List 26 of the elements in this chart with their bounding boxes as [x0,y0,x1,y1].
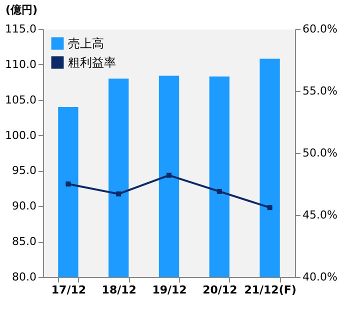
y-tick-label: 105.0 [5,93,36,106]
y2-tick-label: 55.0% [302,84,338,98]
x-tick-label: 19/12 [152,284,187,296]
y2-tick-label: 60.0% [302,22,338,36]
y-axis-title: (億円) [6,4,38,16]
legend-label: 売上高 [68,36,104,50]
legend-label: 粗利益率 [68,56,116,70]
y-tick-label: 85.0 [12,235,36,248]
x-tick-label: 20/12 [202,284,238,296]
point [216,188,222,194]
y-tick-label: 90.0 [12,200,36,213]
x-tick-label: 21/12(F) [244,284,296,296]
y-tick-label: 80.0 [12,270,36,284]
y-tick-label: 100.0 [5,128,36,142]
y2-tick-label: 45.0% [302,208,338,222]
point [267,205,272,210]
y2-tick-label: 40.0% [302,270,338,284]
point [66,182,71,186]
point [116,191,122,196]
y2-tick-label: 50.0% [302,146,338,160]
y-tick-label: 95.0 [12,164,36,178]
point [166,172,172,178]
x-tick-label: 18/12 [102,284,136,296]
y-tick-label: 115.0 [5,22,36,36]
y-tick-label: 110.0 [5,58,36,71]
x-tick-label: 17/12 [51,284,86,296]
